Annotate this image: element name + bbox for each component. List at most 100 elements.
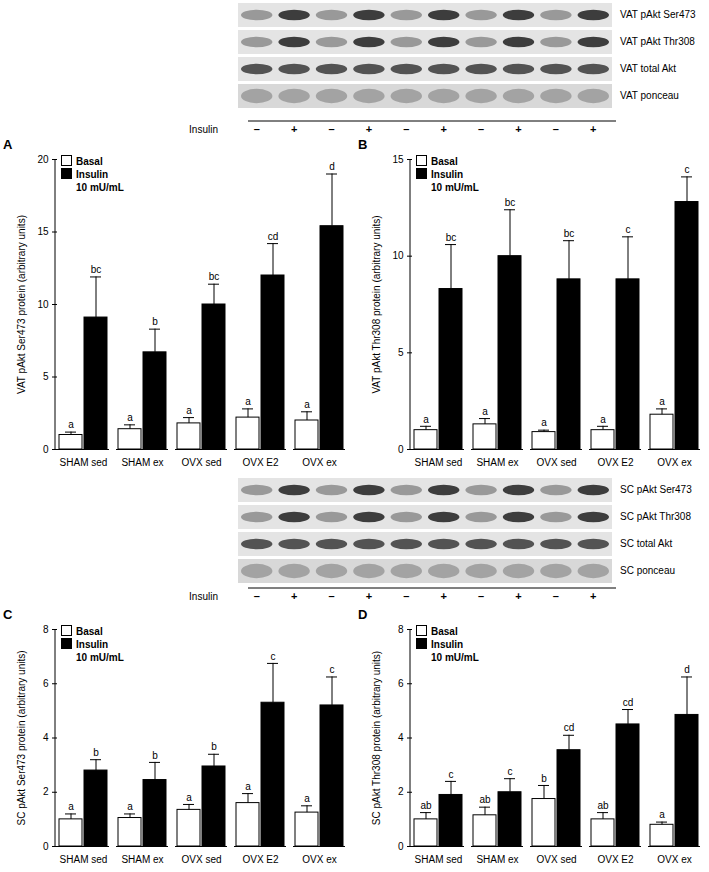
svg-text:+: +: [590, 590, 596, 602]
svg-text:+: +: [440, 123, 446, 135]
svg-text:a: a: [68, 801, 74, 812]
svg-text:2: 2: [43, 786, 49, 797]
svg-text:a: a: [600, 414, 606, 425]
svg-text:c: c: [271, 651, 276, 662]
svg-text:0: 0: [43, 841, 49, 852]
svg-text:cd: cd: [623, 697, 634, 708]
svg-text:OVX sed: OVX sed: [181, 457, 221, 468]
svg-text:10: 10: [37, 299, 49, 310]
svg-text:+: +: [515, 123, 521, 135]
svg-text:SHAM ex: SHAM ex: [121, 854, 163, 865]
svg-text:OVX sed: OVX sed: [536, 457, 576, 468]
svg-text:a: a: [541, 417, 547, 428]
svg-text:0: 0: [398, 444, 404, 455]
svg-text:bc: bc: [564, 228, 575, 239]
svg-text:c: c: [330, 664, 335, 675]
svg-text:–: –: [553, 590, 559, 602]
svg-text:a: a: [304, 793, 310, 804]
svg-text:–: –: [328, 590, 334, 602]
svg-text:ab: ab: [479, 794, 491, 805]
svg-text:+: +: [440, 590, 446, 602]
svg-text:SHAM ex: SHAM ex: [476, 854, 518, 865]
svg-text:a: a: [659, 396, 665, 407]
svg-text:SC pAkt Thr308 protein (arbitr: SC pAkt Thr308 protein (arbitrary units): [371, 651, 382, 825]
svg-text:0: 0: [43, 444, 49, 455]
svg-text:SHAM sed: SHAM sed: [60, 457, 108, 468]
svg-text:b: b: [541, 773, 547, 784]
svg-text:cd: cd: [268, 231, 279, 242]
svg-text:c: c: [508, 766, 513, 777]
svg-text:a: a: [245, 781, 251, 792]
svg-text:bc: bc: [91, 264, 102, 275]
svg-text:SHAM ex: SHAM ex: [121, 457, 163, 468]
svg-text:10: 10: [392, 250, 404, 261]
svg-text:SC pAkt Ser473 protein (arbitr: SC pAkt Ser473 protein (arbitrary units): [16, 650, 27, 825]
svg-text:a: a: [482, 406, 488, 417]
svg-text:a: a: [245, 396, 251, 407]
svg-text:a: a: [304, 399, 310, 410]
svg-text:SC total Akt: SC total Akt: [620, 538, 672, 549]
svg-text:–: –: [254, 590, 260, 602]
svg-text:SC pAkt Ser473: SC pAkt Ser473: [620, 484, 692, 495]
svg-text:ab: ab: [420, 800, 432, 811]
svg-text:b: b: [152, 316, 158, 327]
svg-text:a: a: [127, 801, 133, 812]
svg-text:8: 8: [43, 624, 49, 635]
svg-text:5: 5: [398, 347, 404, 358]
svg-text:VAT pAkt Ser473 protein (arbit: VAT pAkt Ser473 protein (arbitrary units…: [16, 215, 27, 394]
svg-text:4: 4: [43, 732, 49, 743]
svg-text:c: c: [685, 164, 690, 175]
svg-text:8: 8: [398, 624, 404, 635]
svg-text:b: b: [93, 747, 99, 758]
svg-text:–: –: [403, 590, 409, 602]
svg-text:6: 6: [398, 678, 404, 689]
svg-text:Insulin: Insulin: [189, 591, 218, 602]
svg-text:ab: ab: [597, 800, 609, 811]
svg-text:–: –: [254, 123, 260, 135]
svg-text:20: 20: [37, 154, 49, 165]
svg-text:–: –: [403, 123, 409, 135]
svg-text:a: a: [423, 414, 429, 425]
svg-text:a: a: [186, 405, 192, 416]
svg-text:SC ponceau: SC ponceau: [620, 565, 675, 576]
svg-text:a: a: [68, 419, 74, 430]
svg-text:VAT total Akt: VAT total Akt: [620, 63, 676, 74]
svg-text:b: b: [152, 750, 158, 761]
svg-text:bc: bc: [446, 232, 457, 243]
svg-text:VAT pAkt Thr308 protein (arbit: VAT pAkt Thr308 protein (arbitrary units…: [371, 215, 382, 393]
svg-text:OVX ex: OVX ex: [657, 854, 691, 865]
svg-text:–: –: [553, 123, 559, 135]
svg-text:+: +: [590, 123, 596, 135]
svg-text:c: c: [626, 224, 631, 235]
svg-text:bc: bc: [505, 197, 516, 208]
svg-text:+: +: [366, 123, 372, 135]
svg-text:OVX sed: OVX sed: [536, 854, 576, 865]
svg-text:a: a: [127, 412, 133, 423]
svg-text:VAT ponceau: VAT ponceau: [620, 90, 679, 101]
svg-text:–: –: [478, 123, 484, 135]
svg-text:SHAM sed: SHAM sed: [415, 457, 463, 468]
svg-text:SHAM ex: SHAM ex: [476, 457, 518, 468]
svg-text:+: +: [291, 123, 297, 135]
svg-text:+: +: [366, 590, 372, 602]
svg-text:c: c: [449, 769, 454, 780]
svg-text:OVX E2: OVX E2: [242, 854, 279, 865]
svg-text:OVX ex: OVX ex: [302, 854, 336, 865]
svg-text:d: d: [684, 664, 690, 675]
svg-text:bc: bc: [209, 271, 220, 282]
svg-text:a: a: [659, 809, 665, 820]
svg-text:b: b: [211, 741, 217, 752]
svg-text:–: –: [478, 590, 484, 602]
svg-text:+: +: [291, 590, 297, 602]
svg-text:SHAM sed: SHAM sed: [415, 854, 463, 865]
svg-text:15: 15: [37, 226, 49, 237]
svg-text:a: a: [186, 792, 192, 803]
svg-text:OVX E2: OVX E2: [597, 457, 634, 468]
svg-text:Insulin: Insulin: [189, 124, 218, 135]
svg-text:OVX ex: OVX ex: [657, 457, 691, 468]
svg-text:6: 6: [43, 678, 49, 689]
svg-text:15: 15: [392, 154, 404, 165]
svg-text:d: d: [329, 161, 335, 172]
svg-text:OVX sed: OVX sed: [181, 854, 221, 865]
svg-text:SHAM sed: SHAM sed: [60, 854, 108, 865]
